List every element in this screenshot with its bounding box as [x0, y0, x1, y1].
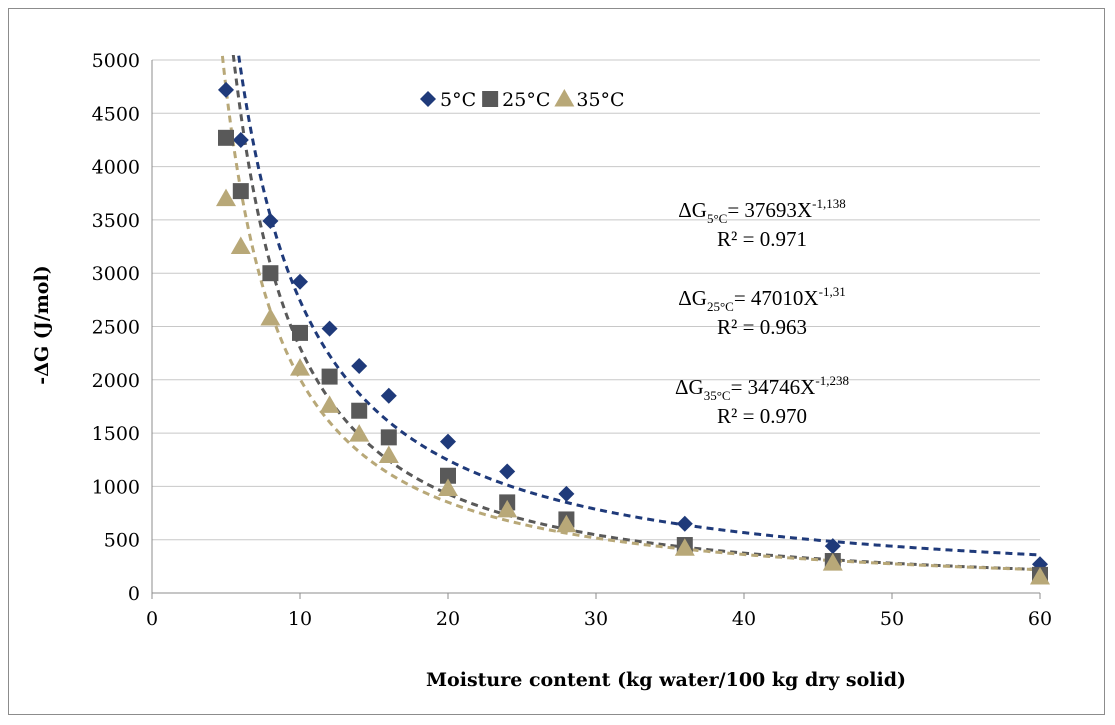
gridlines	[152, 59, 1040, 541]
data-point	[232, 183, 249, 200]
data-point	[440, 433, 456, 450]
equation-text: ΔG25°C= 47010X-1,31	[678, 284, 845, 314]
x-tick-label: 20	[436, 608, 460, 630]
y-tick-label: 3000	[92, 263, 140, 285]
data-point	[260, 307, 281, 326]
y-tick-label: 500	[104, 530, 140, 552]
trendlines	[220, 55, 1040, 572]
trendline	[231, 55, 1040, 572]
data-point	[218, 129, 234, 146]
x-tick-label: 10	[288, 608, 312, 630]
data-point	[262, 265, 279, 282]
r-squared-text: R² = 0.971	[717, 227, 807, 251]
data-point	[218, 81, 234, 98]
legend-marker	[482, 91, 499, 107]
x-tick-label: 50	[880, 608, 904, 630]
data-point	[822, 553, 843, 571]
data-point	[321, 320, 338, 337]
data-points	[216, 81, 1050, 585]
data-point	[292, 324, 308, 341]
data-point	[216, 188, 236, 207]
data-point	[319, 395, 340, 413]
legend: 5°C 25°C 35°C	[420, 89, 625, 111]
legend-label: 35°C	[576, 89, 624, 111]
legend-marker	[420, 91, 436, 107]
y-tick-labels: 0 500 1000 1500 2000 2500 3000 3500 4000 4500 5000	[92, 50, 140, 605]
data-point	[232, 131, 249, 148]
data-point	[499, 463, 516, 480]
data-point	[558, 485, 575, 502]
x-axis-title: Moisture content (kg water/100 kg dry so…	[426, 669, 906, 691]
y-tick-label: 1000	[92, 476, 140, 498]
data-point	[674, 538, 695, 556]
x-tick-label: 40	[732, 608, 756, 630]
x-tick-labels: 0 10 20 30 40 50 60	[146, 608, 1052, 630]
r-squared-text: R² = 0.963	[717, 315, 807, 339]
trendline	[220, 55, 1040, 572]
data-point	[380, 429, 397, 446]
data-point	[497, 499, 518, 518]
y-tick-label: 5000	[92, 50, 140, 72]
y-tick-label: 3500	[92, 210, 140, 232]
equation-text: ΔG5°C= 37693X-1,138	[678, 196, 845, 226]
y-tick-label: 2000	[92, 370, 140, 392]
data-point	[438, 478, 458, 497]
data-point	[676, 515, 693, 532]
y-tick-label: 2500	[92, 317, 140, 339]
y-tick-label: 0	[128, 583, 140, 605]
equation-text: ΔG35°C= 34746X-1,238	[675, 373, 849, 403]
data-point	[556, 514, 577, 533]
legend-label: 5°C	[440, 89, 476, 111]
data-point	[380, 387, 397, 404]
data-point	[262, 212, 279, 229]
data-point	[824, 538, 841, 555]
y-tick-label: 1500	[92, 423, 140, 445]
axes	[151, 60, 1041, 599]
data-point	[378, 445, 399, 463]
y-tick-label: 4500	[92, 103, 140, 125]
y-axis-title: -ΔG (J/mol)	[31, 265, 53, 384]
data-point	[440, 467, 456, 484]
data-point	[351, 402, 368, 419]
x-tick-label: 0	[146, 608, 158, 630]
trendline	[237, 55, 1040, 557]
r-squared-text: R² = 0.970	[717, 404, 807, 428]
data-point	[351, 357, 368, 374]
data-point	[290, 358, 310, 376]
y-tick-label: 4000	[92, 157, 140, 179]
data-point	[321, 368, 338, 385]
legend-marker	[554, 89, 575, 107]
data-point	[292, 273, 308, 290]
x-tick-label: 60	[1028, 608, 1052, 630]
legend-label: 25°C	[502, 89, 550, 111]
chart-frame	[8, 8, 1105, 715]
data-point	[1030, 567, 1050, 585]
data-point	[230, 236, 251, 255]
x-tick-label: 30	[584, 608, 608, 630]
data-point	[349, 424, 370, 442]
